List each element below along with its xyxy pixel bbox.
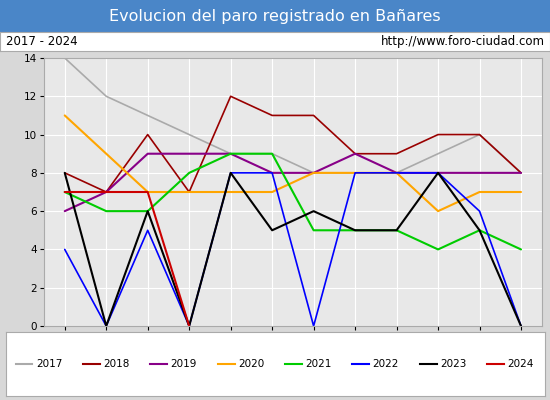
Text: 2021: 2021 — [305, 359, 332, 369]
Text: 2018: 2018 — [103, 359, 130, 369]
Text: 2019: 2019 — [170, 359, 197, 369]
Text: 2024: 2024 — [508, 359, 534, 369]
Text: 2022: 2022 — [373, 359, 399, 369]
Text: 2017: 2017 — [36, 359, 62, 369]
Text: 2020: 2020 — [238, 359, 264, 369]
Text: 2017 - 2024: 2017 - 2024 — [6, 35, 77, 48]
Text: 2023: 2023 — [440, 359, 466, 369]
Text: Evolucion del paro registrado en Bañares: Evolucion del paro registrado en Bañares — [109, 9, 441, 24]
Text: http://www.foro-ciudad.com: http://www.foro-ciudad.com — [381, 35, 544, 48]
